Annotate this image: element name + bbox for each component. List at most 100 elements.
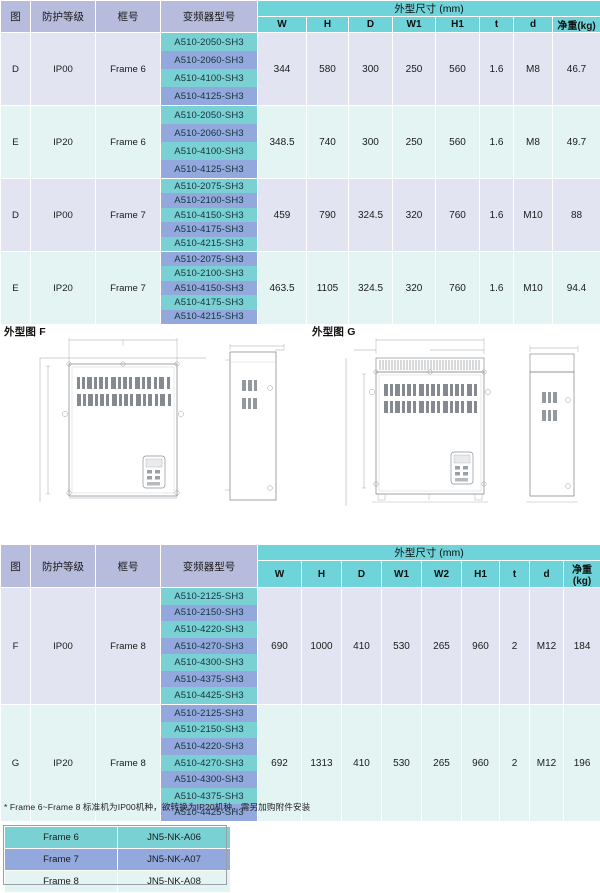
cell-dimension-value: 530 [382,588,422,705]
cell-dimension-value: 196 [564,705,600,822]
cell-dimension-value: 344 [258,33,307,106]
model-number: A510-4220-SH3 [161,621,257,638]
header-model-2: 变频器型号 [161,545,258,588]
cell-dimension-value: 560 [436,33,480,106]
header-col-d2: d [514,17,553,33]
cell-dimension-value: 324.5 [349,179,393,252]
cell-dimension-value: 250 [393,106,436,179]
cell-dimension-value: 46.7 [553,33,600,106]
keypad-front-f [143,456,165,488]
header2-col-d: D [342,561,382,588]
footnote-text: * Frame 6~Frame 8 标准机为IP00机种，欲转换为IP20机种，… [4,801,564,813]
header2-col-t: t [500,561,530,588]
header-col-d: D [349,17,393,33]
model-number: A510-4270-SH3 [161,638,257,655]
model-number: A510-4220-SH3 [161,738,257,755]
header2-col-w1: W1 [382,561,422,588]
model-number: A510-4150-SH3 [161,208,257,222]
header-col-w: W [258,17,307,33]
cell-dimension-value: 410 [342,588,382,705]
cell-protection: IP20 [31,106,96,179]
model-number: A510-2100-SH3 [161,193,257,207]
cell-dimension-value: M12 [530,588,564,705]
model-number: A510-2050-SH3 [161,106,257,124]
model-number: A510-2060-SH3 [161,124,257,142]
cell-frame: Frame 8 [96,588,161,705]
header-figure: 图 [1,1,31,33]
cell-dimension-value: 1105 [307,252,349,325]
header-frame: 框号 [96,1,161,33]
model-number: A510-2060-SH3 [161,51,257,69]
model-number: A510-4100-SH3 [161,142,257,160]
cell-dimension-value: 2 [500,588,530,705]
outline-drawing-f-side [222,340,302,512]
cell-protection: IP00 [31,179,96,252]
dimension-table-frame8: 图 防护等级 框号 变频器型号 外型尺寸 (mm) W H D W1 W2 H1… [0,544,600,822]
cell-dimension-value: 1.6 [480,179,514,252]
cell-figure: E [1,252,31,325]
cell-dimension-value: 300 [349,33,393,106]
accessory-part-number: JN5-NK-A06 [118,827,231,849]
cell-dimension-value: 459 [258,179,307,252]
model-number: A510-4300-SH3 [161,771,257,788]
cell-dimension-value: 960 [462,588,500,705]
cell-dimension-value: 1.6 [480,252,514,325]
header2-col-w: W [258,561,302,588]
model-number: A510-4375-SH3 [161,671,257,688]
header-frame-2: 框号 [96,545,161,588]
cell-dimension-value: 580 [307,33,349,106]
model-number: A510-2075-SH3 [161,252,257,266]
accessory-frame: Frame 6 [5,827,118,849]
header-col-t: t [480,17,514,33]
cell-dimension-value: 324.5 [349,252,393,325]
cell-dimension-value: 790 [307,179,349,252]
cell-dimension-value: M10 [514,179,553,252]
keypad-front-g [451,452,473,484]
cell-dimension-value: 1000 [302,588,342,705]
header2-col-weight: 净重(kg) [564,561,600,588]
header-protection-2: 防护等级 [31,545,96,588]
model-number: A510-4125-SH3 [161,160,257,178]
cell-protection: IP00 [31,33,96,106]
dimension-table-frame6-7: 图 防护等级 框号 变频器型号 外型尺寸 (mm) W H D W1 H1 t … [0,0,600,325]
cell-dimension-value: 560 [436,106,480,179]
cell-dimension-value: M10 [514,252,553,325]
cell-dimension-value: 348.5 [258,106,307,179]
cell-dimension-value: 184 [564,588,600,705]
cell-dimension-value: 49.7 [553,106,600,179]
cell-dimension-value: 88 [553,179,600,252]
cell-frame: Frame 6 [96,106,161,179]
model-number: A510-4215-SH3 [161,310,257,324]
cell-dimension-value: 463.5 [258,252,307,325]
model-number: A510-2050-SH3 [161,33,257,51]
cell-figure: D [1,179,31,252]
cell-frame: Frame 7 [96,179,161,252]
model-number: A510-4215-SH3 [161,237,257,251]
model-number: A510-4150-SH3 [161,281,257,295]
model-number: A510-2150-SH3 [161,605,257,622]
model-number: A510-4175-SH3 [161,222,257,236]
header-dimension-group-2: 外型尺寸 (mm) [258,545,600,561]
cell-dimension-value: 320 [393,252,436,325]
model-number: A510-4125-SH3 [161,87,257,105]
model-number: A510-2075-SH3 [161,179,257,193]
accessory-frame: Frame 8 [5,871,118,893]
cell-dimension-value: 300 [349,106,393,179]
model-number: A510-2100-SH3 [161,266,257,280]
model-number: A510-2125-SH3 [161,588,257,605]
cell-frame: Frame 7 [96,252,161,325]
cell-dimension-value: M8 [514,106,553,179]
accessory-part-number: JN5-NK-A08 [118,871,231,893]
header2-col-h1: H1 [462,561,500,588]
